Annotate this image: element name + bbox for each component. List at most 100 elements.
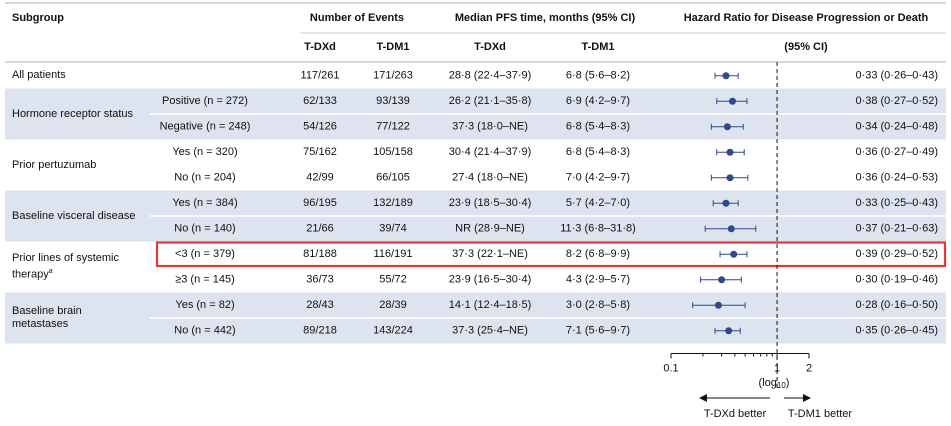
hr-point	[728, 97, 736, 105]
header-subgroup: Subgroup	[12, 12, 64, 24]
header-arm: T-DXd	[474, 41, 506, 53]
group-label: Baseline brain metastases	[12, 293, 137, 344]
cell: 30·4 (21·4–37·9)	[449, 146, 532, 158]
cell: 55/72	[379, 274, 407, 286]
group-label-box: Baseline visceral disease	[12, 191, 137, 242]
hr-point	[722, 72, 730, 80]
group-label-box: Prior pertuzumab	[12, 158, 97, 171]
header-arm: T-DM1	[377, 41, 410, 53]
footnote-mark: a	[48, 268, 53, 276]
subgroup-label: <3 (n = 379)	[175, 248, 235, 260]
hr-point	[718, 276, 726, 284]
group-label: All patients	[12, 63, 137, 89]
hr-point	[722, 199, 730, 207]
cell: 37·3 (22·1–NE)	[452, 248, 528, 260]
hr-point	[725, 327, 733, 335]
group-label-text: Baseline brain metastases	[12, 305, 82, 330]
cell: 81/188	[303, 248, 337, 260]
cell: 93/139	[376, 95, 410, 107]
cell: 6·9 (4·2–9·7)	[566, 95, 630, 107]
cell: 143/224	[373, 325, 413, 337]
group-label: Hormone receptor status	[12, 89, 137, 140]
hr-point	[727, 225, 735, 233]
cell: 62/133	[303, 95, 337, 107]
cell: 42/99	[306, 172, 334, 184]
header-events: Number of Events	[310, 12, 404, 24]
hr-label: 0·38 (0·27–0·52)	[855, 95, 938, 107]
cell: 171/263	[373, 70, 413, 82]
cell: 26·2 (21·1–35·8)	[449, 95, 532, 107]
cell: 6·8 (5·6–8·2)	[566, 70, 630, 82]
header-arm: T-DM1	[582, 41, 615, 53]
cell: 7·1 (5·6–9·7)	[566, 325, 630, 337]
cell: 7·0 (4·2–9·7)	[566, 172, 630, 184]
cell: 89/218	[303, 325, 337, 337]
cell: 23·9 (18·5–30·4)	[449, 197, 532, 209]
x-tick-label: 2	[806, 362, 812, 374]
subgroup-label: Yes (n = 82)	[175, 299, 234, 311]
cell: 105/158	[373, 146, 413, 158]
cell: 8·2 (6·8–9·9)	[566, 248, 630, 260]
hr-label: 0·35 (0·26–0·45)	[855, 325, 938, 337]
hr-label: 0·30 (0·19–0·46)	[855, 274, 938, 286]
hr-point	[726, 174, 734, 182]
hr-point	[730, 250, 738, 258]
cell: 27·4 (18·0–NE)	[452, 172, 528, 184]
subgroup-label: Positive (n = 272)	[162, 95, 248, 107]
group-label: Prior lines of systemic therapya	[12, 242, 137, 293]
cell: 21/66	[306, 223, 334, 235]
subgroup-label: No (n = 140)	[174, 223, 235, 235]
cell: 4·3 (2·9–5·7)	[566, 274, 630, 286]
subgroup-label: No (n = 442)	[174, 325, 235, 337]
cell: 37·3 (18·0–NE)	[452, 121, 528, 133]
subgroup-label: Yes (n = 320)	[172, 146, 237, 158]
x-tick-label: 0.1	[663, 362, 678, 374]
group-label-box: Hormone receptor status	[12, 89, 137, 140]
cell: 75/162	[303, 146, 337, 158]
cell: 39/74	[379, 223, 407, 235]
cell: 6·8 (5·4–8·3)	[566, 121, 630, 133]
group-label-text: Prior lines of systemic therapy	[12, 252, 119, 281]
cell: 28·8 (22·4–37·9)	[449, 70, 532, 82]
group-label-text: Baseline visceral disease	[12, 209, 136, 222]
group-label: Baseline visceral disease	[12, 191, 137, 242]
hr-label: 0·36 (0·24–0·53)	[855, 172, 938, 184]
hr-point	[726, 148, 734, 156]
cell: 66/105	[376, 172, 410, 184]
cell: 28/43	[306, 299, 334, 311]
cell: 23·9 (16·5–30·4)	[449, 274, 532, 286]
hr-label: 0·36 (0·27–0·49)	[855, 146, 938, 158]
x-tick-label: 1	[774, 362, 780, 374]
header-arm: T-DXd	[304, 41, 336, 53]
cell: 132/189	[373, 197, 413, 209]
header-hr-ci: (95% CI)	[784, 41, 828, 53]
hr-point	[723, 123, 731, 131]
group-label-box: Prior lines of systemic therapya	[12, 242, 137, 293]
cell: 6·8 (5·4–8·3)	[566, 146, 630, 158]
cell: 77/122	[376, 121, 410, 133]
group-label-box: All patients	[12, 63, 137, 89]
subgroup-label: Yes (n = 384)	[172, 197, 237, 209]
left-label: T-DXd better	[704, 408, 767, 420]
hr-label: 0·39 (0·29–0·52)	[855, 248, 938, 260]
subgroup-label: ≥3 (n = 145)	[175, 274, 235, 286]
hr-label: 0·37 (0·21–0·63)	[855, 223, 938, 235]
hr-label: 0·33 (0·26–0·43)	[855, 70, 938, 82]
hr-label: 0·34 (0·24–0·48)	[855, 121, 938, 133]
highlight-box	[155, 241, 947, 268]
group-label-box: Baseline brain metastases	[12, 293, 137, 344]
cell: 96/195	[303, 197, 337, 209]
subgroup-label: Negative (n = 248)	[160, 121, 251, 133]
cell: NR (28·9–NE)	[455, 223, 525, 235]
cell: 116/191	[374, 248, 413, 260]
group-label-text: Prior pertuzumab	[12, 158, 97, 171]
x-axis-label: (log10)	[759, 377, 790, 390]
hr-label: 0·33 (0·25–0·43)	[855, 197, 938, 209]
cell: 5·7 (4·2–7·0)	[566, 197, 630, 209]
header-hr: Hazard Ratio for Disease Progression or …	[684, 12, 929, 24]
cell: 28/39	[379, 299, 407, 311]
cell: 54/126	[303, 121, 337, 133]
cell: 37·3 (25·4–NE)	[452, 325, 528, 337]
cell: 36/73	[306, 274, 334, 286]
